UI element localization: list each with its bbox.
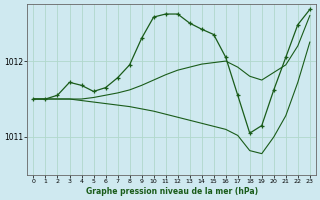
X-axis label: Graphe pression niveau de la mer (hPa): Graphe pression niveau de la mer (hPa) <box>85 187 258 196</box>
